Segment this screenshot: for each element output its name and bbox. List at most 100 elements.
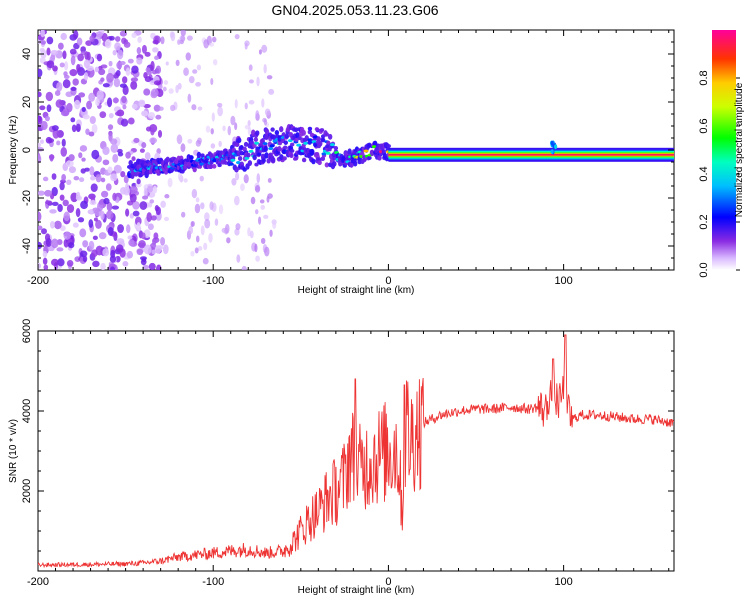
signal-blob [255,130,260,136]
signal-blob [386,144,391,148]
noise-blob [63,211,70,222]
signal-core [329,143,335,147]
noise-blob [38,154,42,164]
noise-blob [195,139,202,147]
noise-blob [46,36,54,45]
noise-blob [38,211,42,222]
signal-blob [266,158,271,164]
noise-blob [88,240,95,251]
signal-blob [367,155,372,160]
signal-core [228,162,234,166]
noise-blob [38,262,42,269]
noise-blob [112,192,117,201]
noise-blob [49,220,55,229]
noise-blob [123,41,131,48]
signal-blob [377,155,382,161]
noise-blob [227,125,232,136]
noise-blob [154,205,160,212]
noise-blob [60,110,69,117]
noise-blob [107,166,113,174]
signal-blob [217,163,222,168]
noise-blob [194,203,201,214]
noise-blob [141,142,147,149]
noise-blob [170,31,176,42]
noise-blob [85,128,90,135]
noise-blob [49,154,54,162]
snr-plot-area [37,330,675,572]
noise-blob [266,75,273,80]
noise-blob [122,261,129,267]
colorbar-gradient [712,30,736,270]
noise-blob [141,110,149,117]
noise-blob [143,103,151,109]
signal-blob [212,164,217,169]
signal-blob [277,145,282,152]
noise-blob [70,55,76,66]
noise-blob [63,231,71,240]
noise-blob [78,92,86,98]
signal-blob [138,172,143,178]
colorbar-label: Normalized spectral amplitude [734,82,745,217]
noise-blob [241,265,247,270]
noise-blob [141,257,147,263]
noise-blob [235,223,241,231]
noise-blob [248,64,253,71]
signal-blob [284,133,290,139]
noise-blob [76,64,81,72]
noise-blob [59,182,65,191]
noise-blob [40,40,47,45]
noise-blob [75,207,81,218]
noise-blob [61,138,66,147]
noise-blob [71,124,77,133]
noise-blob [196,64,202,71]
signal-blob [369,149,375,157]
signal-blob [263,145,268,153]
colorbar-tick-label: 0.6 [698,118,710,133]
signal-core [212,159,218,163]
noise-blob [38,68,43,78]
noise-blob [102,83,110,88]
noise-blob [75,123,81,133]
noise-blob [264,108,271,116]
noise-blob [108,35,115,41]
signal-blob [294,137,299,142]
noise-blob [217,106,223,117]
noise-blob [103,197,110,205]
noise-blob [38,225,43,231]
noise-blob [104,39,112,49]
noise-blob [60,147,68,157]
noise-blob [86,100,93,110]
signal-core [307,138,313,142]
noise-blob [120,170,126,178]
noise-blob [200,202,205,210]
noise-blob [101,190,109,198]
noise-blob [230,115,236,126]
colorbar-tick-label: 0.2 [698,214,710,229]
x-tick-label: 100 [554,576,572,588]
noise-blob [235,172,240,181]
noise-blob [99,111,107,119]
noise-blob [81,106,86,113]
noise-blob [254,209,259,215]
noise-blob [111,205,120,210]
signal-core [248,149,254,153]
noise-blob [79,145,88,152]
noise-blob [88,219,94,228]
signal-core [230,158,236,162]
noise-blob [258,49,262,55]
noise-blob [236,254,241,263]
spectrogram-marks [38,30,674,270]
noise-blob [82,114,90,120]
noise-blob [38,190,45,196]
noise-blob [59,194,65,201]
noise-blob [51,125,59,131]
noise-blob [128,239,135,247]
noise-blob [212,59,218,66]
noise-blob [81,157,86,162]
noise-blob [256,76,260,87]
signal-blob [283,145,288,150]
noise-blob [114,42,121,51]
noise-blob [153,232,159,240]
noise-blob [83,72,89,81]
